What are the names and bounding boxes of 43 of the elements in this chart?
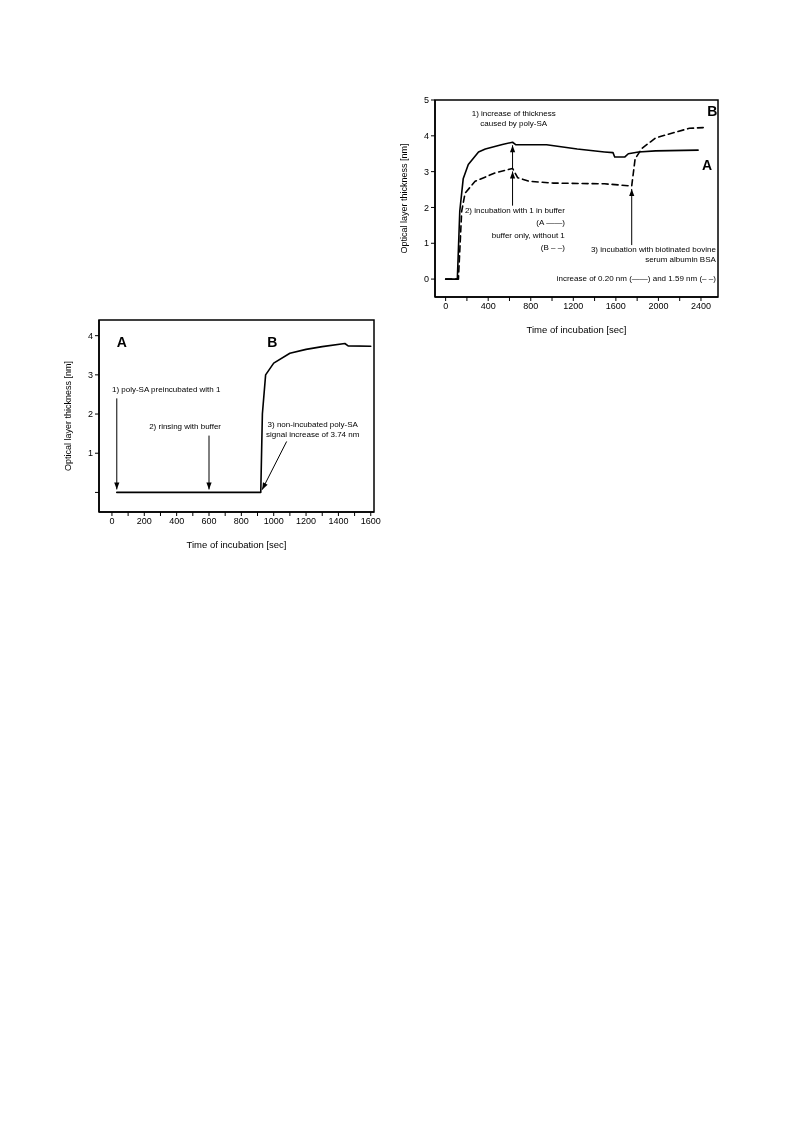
annotation: buffer only, without 1 <box>491 230 565 240</box>
annotation: A <box>116 333 128 351</box>
y-tick-label: 2 <box>423 202 429 213</box>
annotation: 2) incubation with 1 in buffer <box>464 205 565 215</box>
x-tick-label: 1000 <box>263 516 284 527</box>
x-axis-title: Time of incubation [sec] <box>526 324 627 335</box>
x-tick-label: 1400 <box>328 516 349 527</box>
y-tick-label: 1 <box>87 448 93 459</box>
x-axis-title: Time of incubation [sec] <box>186 539 287 550</box>
y-axis-title: Optical layer thickness [nm] <box>399 143 410 254</box>
x-tick-label: 800 <box>523 301 539 312</box>
annotation: 1) poly-SA preincubated with 1 <box>111 384 222 395</box>
y-tick-label: 0 <box>423 274 429 285</box>
x-tick-label: 1600 <box>360 516 381 527</box>
annotation: 3) non-incubated poly-SA signal increase of 3.74 nm <box>265 419 361 440</box>
x-tick-label: 200 <box>136 516 152 527</box>
y-tick-label: 3 <box>87 370 93 381</box>
series-label: A <box>702 157 713 174</box>
x-tick-label: 800 <box>233 516 249 527</box>
y-axis-title: Optical layer thickness [nm] <box>63 360 74 472</box>
annotation: (A ——) <box>536 218 565 228</box>
x-tick-label: 1200 <box>563 301 584 312</box>
y-tick-label: 5 <box>423 95 429 106</box>
y-tick-label: 1 <box>423 238 429 249</box>
series-label: B <box>707 102 718 119</box>
x-tick-label: 2000 <box>648 301 669 312</box>
annotation: (B – –) <box>540 243 565 253</box>
x-tick-label: 0 <box>109 516 115 527</box>
annotation: B <box>267 333 279 351</box>
y-tick-label: 4 <box>87 330 93 341</box>
y-tick-label: 2 <box>87 409 93 420</box>
x-tick-label: 1600 <box>605 301 626 312</box>
y-tick-label: 3 <box>423 166 429 177</box>
x-tick-label: 400 <box>480 301 496 312</box>
annotation: increase of 0.20 nm (——) and 1.59 nm (– –) <box>555 273 716 284</box>
y-tick-label: 4 <box>423 131 429 142</box>
x-tick-label: 2400 <box>690 301 711 312</box>
x-tick-label: 600 <box>201 516 217 527</box>
x-tick-label: 1200 <box>296 516 317 527</box>
annotation: 1) increase of thickness caused by poly-SA <box>470 108 557 129</box>
x-tick-label: 400 <box>169 516 185 527</box>
x-tick-label: 0 <box>443 301 449 312</box>
annotation: 3) incubation with biotinated bovine serum albumin BSA <box>590 245 716 265</box>
